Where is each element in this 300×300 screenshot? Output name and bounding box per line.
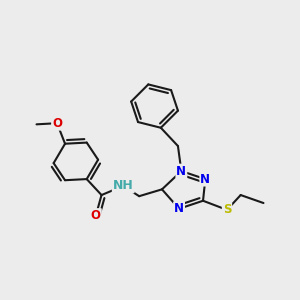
Text: O: O <box>91 209 101 222</box>
Text: N: N <box>200 172 210 186</box>
Text: NH: NH <box>113 179 134 192</box>
Text: O: O <box>52 117 62 130</box>
Text: S: S <box>223 203 231 216</box>
Text: N: N <box>176 165 186 178</box>
Text: N: N <box>174 202 184 215</box>
